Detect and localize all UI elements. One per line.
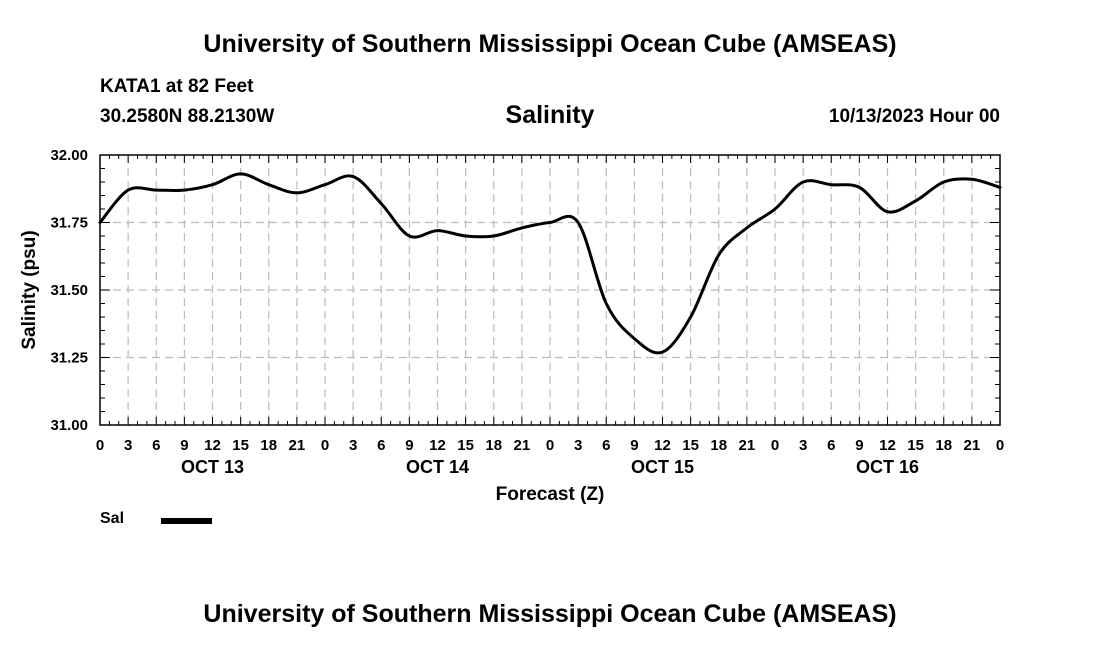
station-coordinates: 30.2580N 88.2130W bbox=[100, 106, 275, 127]
station-label: KATA1 at 82 Feet bbox=[100, 76, 254, 97]
x-tick-label: 0 bbox=[996, 437, 1004, 454]
axis-ticks bbox=[99, 154, 1001, 426]
legend-label: Sal bbox=[100, 510, 125, 527]
grid-lines bbox=[100, 155, 1000, 425]
main-title: University of Southern Mississippi Ocean… bbox=[203, 30, 897, 58]
x-tick-label: 0 bbox=[321, 437, 329, 454]
y-tick-label: 31.00 bbox=[50, 417, 88, 434]
x-tick-label: 15 bbox=[682, 437, 699, 454]
y-axis-title: Salinity (psu) bbox=[19, 230, 40, 349]
x-tick-label: 3 bbox=[349, 437, 357, 454]
y-tick-label: 32.00 bbox=[50, 147, 88, 164]
x-axis-title: Forecast (Z) bbox=[496, 484, 605, 505]
x-tick-label: 3 bbox=[799, 437, 807, 454]
y-tick-label: 31.75 bbox=[50, 215, 88, 232]
x-tick-label: 18 bbox=[485, 437, 502, 454]
x-tick-label: 6 bbox=[377, 437, 385, 454]
x-tick-label: 9 bbox=[630, 437, 638, 454]
axis-labels: 0 3 6 9 12 15 18 21 0 3 6 9 12 15 18 21 0 3 6 9 12 15 18 21 0 3 6 9… bbox=[50, 147, 1004, 477]
chart-title: Salinity bbox=[505, 101, 595, 129]
salinity-series-line bbox=[98, 172, 1002, 355]
footer-title: University of Southern Mississippi Ocean… bbox=[203, 600, 897, 628]
x-tick-label: 6 bbox=[827, 437, 835, 454]
x-tick-label: 21 bbox=[964, 437, 981, 454]
day-label: OCT 16 bbox=[856, 457, 919, 477]
x-tick-label: 9 bbox=[180, 437, 188, 454]
day-label: OCT 15 bbox=[631, 457, 694, 477]
forecast-datetime: 10/13/2023 Hour 00 bbox=[828, 106, 1000, 127]
x-tick-label: 12 bbox=[204, 437, 221, 454]
x-tick-label: 0 bbox=[546, 437, 554, 454]
x-tick-label: 3 bbox=[574, 437, 582, 454]
x-tick-label: 21 bbox=[514, 437, 531, 454]
x-tick-label: 12 bbox=[879, 437, 896, 454]
legend-line-swatch bbox=[161, 518, 212, 524]
x-tick-label: 6 bbox=[152, 437, 160, 454]
x-tick-label: 3 bbox=[124, 437, 132, 454]
x-tick-label: 15 bbox=[232, 437, 249, 454]
x-tick-label: 18 bbox=[260, 437, 277, 454]
x-tick-label: 15 bbox=[907, 437, 924, 454]
x-tick-label: 12 bbox=[429, 437, 446, 454]
y-tick-label: 31.25 bbox=[50, 350, 88, 367]
x-tick-label: 9 bbox=[855, 437, 863, 454]
x-tick-label: 6 bbox=[602, 437, 610, 454]
day-label: OCT 14 bbox=[406, 457, 469, 477]
day-label: OCT 13 bbox=[181, 457, 244, 477]
x-tick-label: 21 bbox=[739, 437, 756, 454]
x-tick-label: 18 bbox=[710, 437, 727, 454]
x-tick-label: 9 bbox=[405, 437, 413, 454]
x-tick-label: 21 bbox=[289, 437, 306, 454]
x-tick-label: 18 bbox=[935, 437, 952, 454]
x-tick-label: 12 bbox=[654, 437, 671, 454]
x-tick-label: 0 bbox=[771, 437, 779, 454]
x-tick-label: 0 bbox=[96, 437, 104, 454]
x-tick-label: 15 bbox=[457, 437, 474, 454]
y-tick-label: 31.50 bbox=[50, 282, 88, 299]
